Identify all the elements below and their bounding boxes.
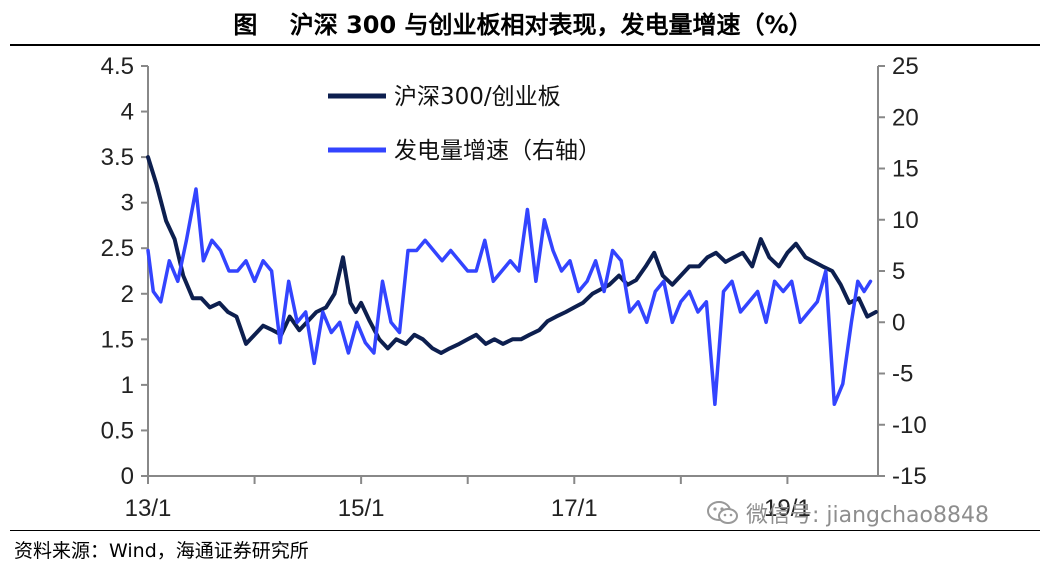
x-tick-label: 15/1 <box>338 495 385 522</box>
right-tick-label: 20 <box>892 104 919 131</box>
chart-canvas: 0 0.5 1 1.5 2 2.5 3 3.5 4 4.5 -15 -10 -5 0 5 10 15 20 25 13… <box>101 53 927 522</box>
left-tick-label: 1 <box>121 372 134 399</box>
left-tick-label: 0 <box>121 463 134 490</box>
title-divider <box>10 44 1040 46</box>
left-tick-label: 2.5 <box>101 235 134 262</box>
series-line-hs300-cyb <box>146 155 878 355</box>
axes: 0 0.5 1 1.5 2 2.5 3 3.5 4 4.5 -15 -10 -5 0 5 10 15 20 25 13… <box>101 53 927 522</box>
right-tick-label: 10 <box>892 207 919 234</box>
source-note: 资料来源：Wind，海通证券研究所 <box>14 540 309 562</box>
right-tick-label: 25 <box>892 53 919 80</box>
left-tick-label: 3 <box>121 190 134 217</box>
x-tick-label: 17/1 <box>551 495 598 522</box>
watermark: 微信号: jiangchao8848 <box>706 496 989 530</box>
x-tick-label: 19/1 <box>764 495 811 522</box>
watermark-text: 微信号: jiangchao8848 <box>746 503 989 528</box>
left-tick-label: 3.5 <box>101 144 134 171</box>
left-tick-label: 4.5 <box>101 53 134 80</box>
left-tick-label: 2 <box>121 281 134 308</box>
left-tick-label: 4 <box>121 99 134 126</box>
left-tick-label: 1.5 <box>101 326 134 353</box>
right-tick-label: -10 <box>892 412 927 439</box>
x-tick-label: 13/1 <box>125 495 172 522</box>
left-tick-label: 0.5 <box>101 417 134 444</box>
legend-label: 发电量增速（右轴） <box>394 138 601 164</box>
right-tick-label: 0 <box>892 309 905 336</box>
series-layer <box>146 155 878 407</box>
right-tick-label: -5 <box>892 361 913 388</box>
wechat-icon <box>707 501 738 524</box>
right-tick-label: 15 <box>892 156 919 183</box>
series-line-power-growth <box>146 187 873 407</box>
right-tick-label: -15 <box>892 463 927 490</box>
chart-title: 图 沪深 300 与创业板相对表现，发电量增速（%） <box>233 10 813 39</box>
right-tick-label: 5 <box>892 258 905 285</box>
legend-label: 沪深300/创业板 <box>394 84 561 110</box>
source-divider <box>10 530 1040 531</box>
